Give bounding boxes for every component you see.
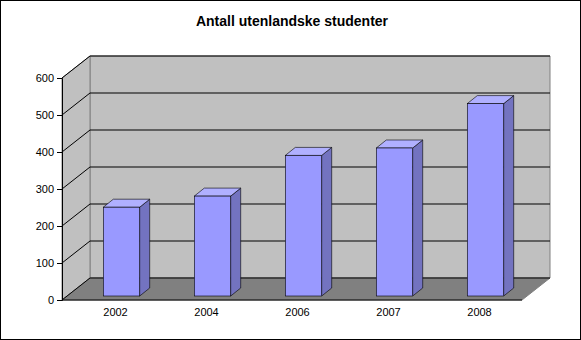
bar-top [103,199,149,207]
bar [194,196,230,296]
bar-top [376,140,422,148]
bar-side [322,147,332,296]
x-tick-label: 2002 [103,306,127,318]
y-tick-label: 200 [36,220,54,232]
bar [376,148,412,296]
y-tick-mark [57,78,62,79]
y-tick: 500 [36,109,62,121]
y-tick-mark [57,115,62,116]
bar-side [504,96,514,296]
bar [103,207,139,296]
y-tick-label: 0 [48,294,54,306]
y-tick: 600 [36,72,62,84]
y-tick: 0 [48,294,62,306]
grid [62,56,550,300]
y-tick-label: 500 [36,109,54,121]
chart: 0 100 200 300 400 500 600 2002 2004 2006 2007 2008 A… [0,0,581,340]
x-tick-label: 2006 [285,306,309,318]
x-tick: 2004 [194,300,218,318]
x-tick: 2006 [285,300,309,318]
y-tick-label: 600 [36,72,54,84]
y-tick-mark [57,152,62,153]
bar-top [467,96,513,104]
y-axis: 0 100 200 300 400 500 600 [36,72,63,306]
y-tick: 400 [36,146,62,158]
bar-group [103,199,149,296]
y-axis-line [57,79,63,301]
x-tick-label: 2004 [194,306,218,318]
chart-border [1,1,581,340]
grid-line [62,56,550,78]
y-tick-mark [57,263,62,264]
x-tick-label: 2008 [467,306,491,318]
x-tick: 2002 [103,300,127,318]
y-tick-mark [57,226,62,227]
bar-group [467,96,513,296]
x-axis-line [62,300,522,301]
bar-side [140,199,150,296]
bar-top [194,188,240,196]
bar-group [376,140,422,296]
bar [467,104,503,296]
bar-side [231,188,241,296]
y-tick-label: 300 [36,183,54,195]
y-tick-label: 400 [36,146,54,158]
x-tick: 2008 [467,300,491,318]
bars [103,96,513,296]
y-tick-label: 100 [36,257,54,269]
y-tick: 300 [36,183,62,195]
bar-side [413,140,423,296]
bar-group [194,188,240,296]
x-tick: 2007 [376,300,400,318]
y-tick: 100 [36,257,62,269]
y-tick-mark [57,300,62,301]
y-tick-mark [57,189,62,190]
y-tick: 200 [36,220,62,232]
x-tick-label: 2007 [376,306,400,318]
x-axis: 2002 2004 2006 2007 2008 [62,300,522,318]
bar [285,155,321,296]
title: Antall utenlandske studenter [196,13,389,29]
bar-top [285,147,331,155]
bar-group [285,147,331,296]
